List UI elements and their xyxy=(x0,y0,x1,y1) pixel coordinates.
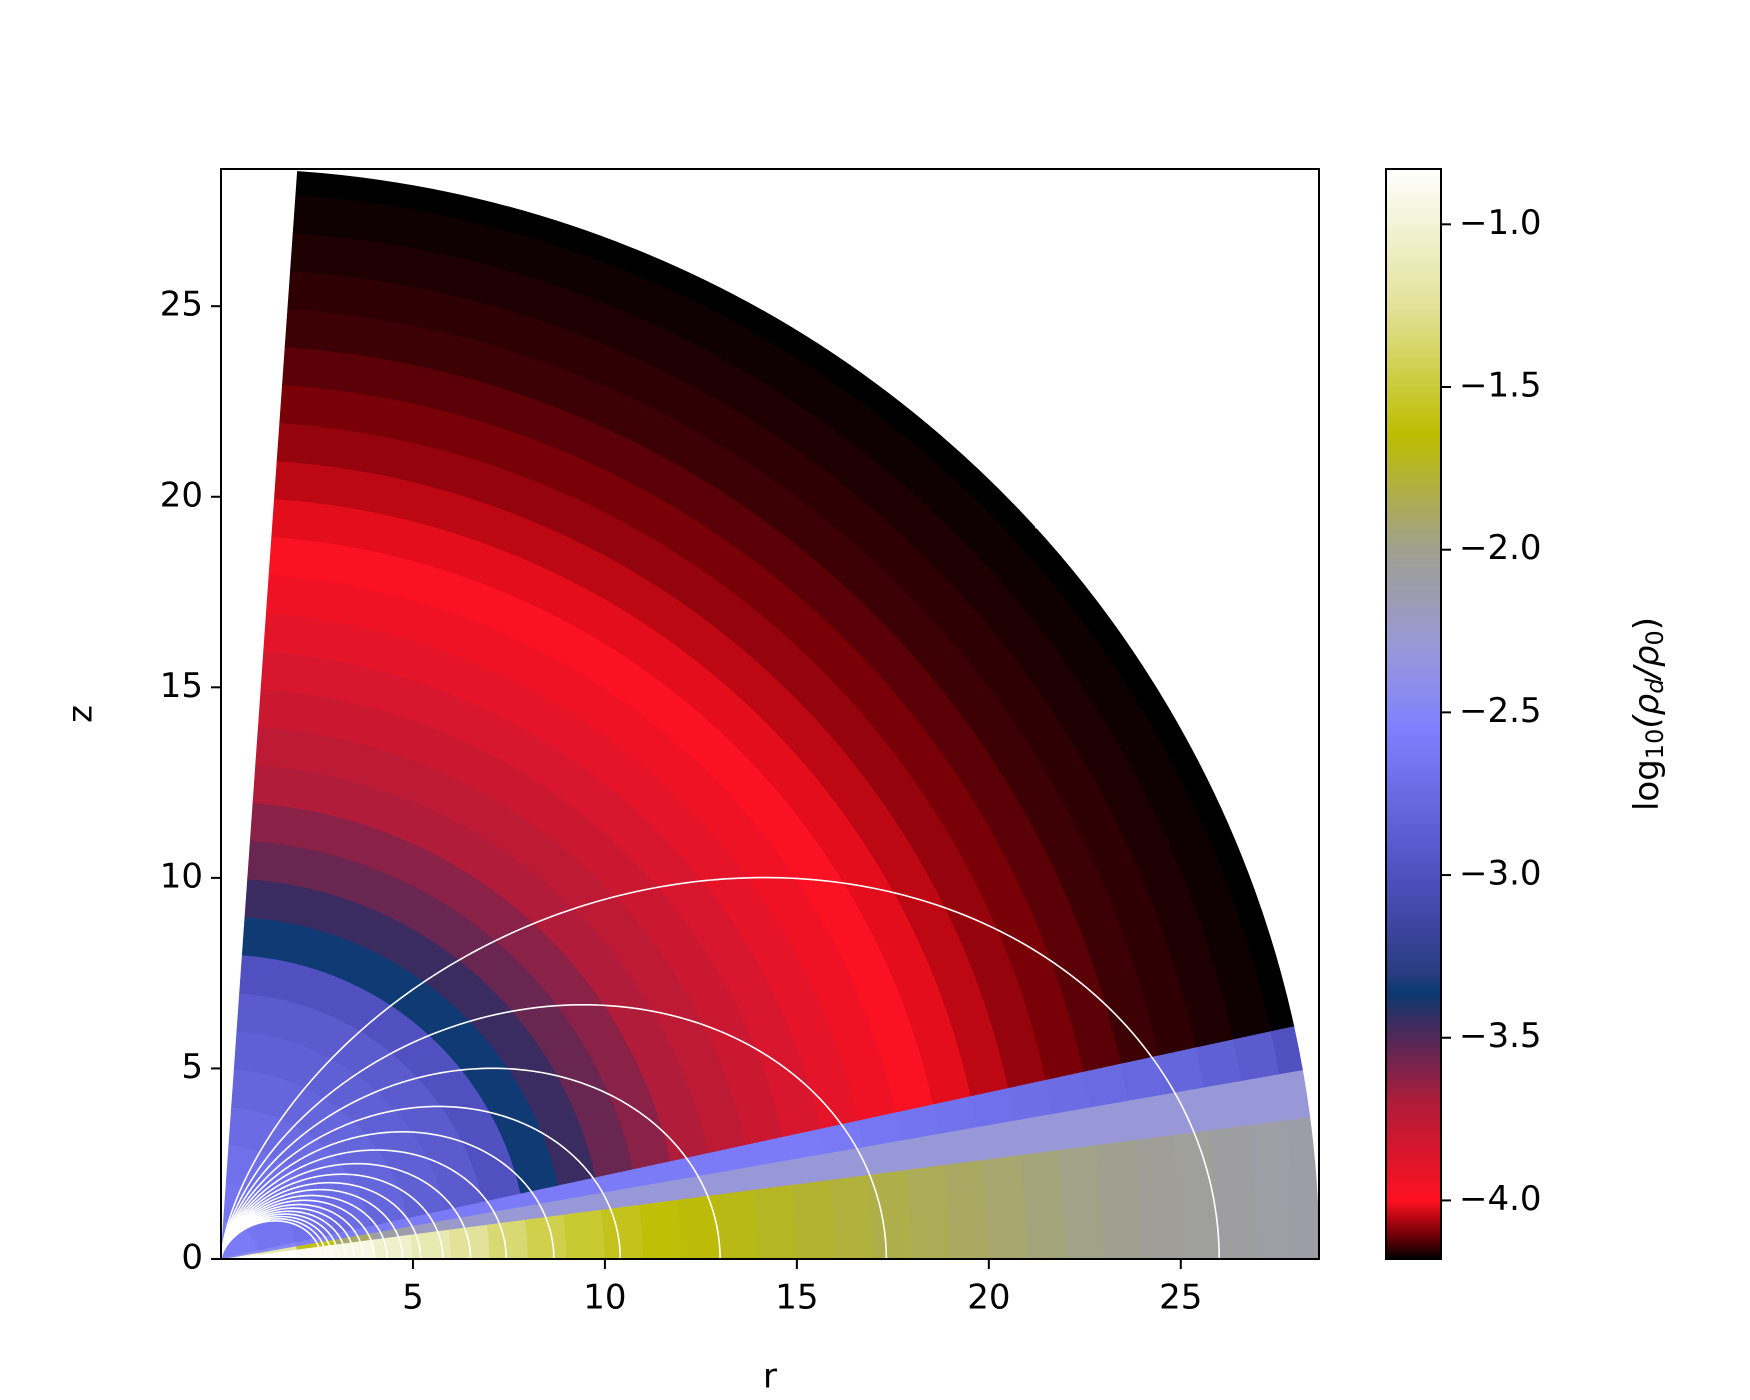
x-tick-label: 5 xyxy=(402,1278,424,1318)
disk-cell xyxy=(1095,1139,1143,1259)
colorbar-tick-label: −3.5 xyxy=(1459,1016,1542,1056)
disk-cell xyxy=(1090,1099,1136,1146)
disk-cell xyxy=(1052,1106,1098,1151)
disk-cell xyxy=(829,1173,875,1259)
disk-cell xyxy=(639,1198,683,1259)
field-line xyxy=(221,1131,555,1259)
colorbar xyxy=(1385,168,1442,1260)
disk-cell xyxy=(1127,1092,1174,1141)
label-part: d xyxy=(1641,678,1669,694)
disk-cell xyxy=(1158,1047,1205,1095)
disk-cell xyxy=(1270,1026,1303,1075)
disk-cell xyxy=(1057,1144,1105,1259)
y-tick-label: 0 xyxy=(181,1238,203,1278)
disk-cell xyxy=(486,1218,529,1259)
colorbar-tick-label: −4.0 xyxy=(1459,1179,1542,1219)
disk-cell xyxy=(677,1193,721,1259)
plot-area xyxy=(221,171,1319,1259)
field-line xyxy=(221,1220,322,1259)
disk-cell xyxy=(905,1163,951,1259)
disk-cell xyxy=(981,1153,1028,1259)
disk-cell xyxy=(563,1208,606,1259)
y-tick-label: 20 xyxy=(160,475,203,515)
x-tick-label: 25 xyxy=(1159,1278,1202,1318)
colorbar-label: log10(ρd/ρ0) xyxy=(1627,617,1670,811)
field-line xyxy=(221,1067,721,1259)
field-line xyxy=(221,876,1220,1259)
disk-cell xyxy=(1019,1148,1067,1259)
disk-cell xyxy=(448,1223,491,1259)
plot-frame xyxy=(220,168,1320,1260)
y-tick-label: 10 xyxy=(160,856,203,896)
field-line xyxy=(221,1105,622,1259)
disk-cell xyxy=(1120,1055,1167,1101)
disk-cell xyxy=(867,1168,913,1259)
disk-cell xyxy=(943,1158,990,1259)
disk-cell xyxy=(1165,1086,1212,1136)
colorbar-tick-label: −2.5 xyxy=(1459,691,1542,731)
label-part: /ρ xyxy=(1627,645,1667,681)
disk-cell xyxy=(1014,1112,1059,1156)
wind-cell xyxy=(295,171,1295,1033)
colorbar-tick-label: −1.0 xyxy=(1459,203,1542,243)
label-part: (ρ xyxy=(1627,693,1667,728)
disk-cell xyxy=(791,1178,836,1259)
y-tick-label: 25 xyxy=(160,285,203,325)
x-tick-label: 15 xyxy=(775,1278,818,1318)
x-axis-label: r xyxy=(763,1357,777,1397)
disk-cell xyxy=(1203,1079,1250,1131)
label-part: 10 xyxy=(1641,729,1669,760)
disk-cell xyxy=(1083,1063,1129,1108)
label-part: ) xyxy=(1627,617,1667,630)
x-tick-label: 20 xyxy=(967,1278,1010,1318)
disk-cell xyxy=(753,1183,798,1259)
colorbar-tick-label: −2.0 xyxy=(1459,528,1542,568)
colorbar-tick-label: −3.0 xyxy=(1459,854,1542,894)
label-part: 0 xyxy=(1641,630,1669,645)
disk-cell xyxy=(1045,1071,1092,1114)
disk-cell xyxy=(601,1203,644,1259)
y-axis-label: z xyxy=(61,705,101,723)
field-line xyxy=(1035,495,1319,529)
disk-cell xyxy=(524,1213,568,1259)
y-tick-label: 5 xyxy=(181,1047,203,1087)
field-line xyxy=(221,1003,888,1259)
x-tick-label: 10 xyxy=(583,1278,626,1318)
disk-cell xyxy=(715,1188,759,1259)
y-tick-label: 15 xyxy=(160,666,203,706)
colorbar-tick-label: −1.5 xyxy=(1459,366,1542,406)
label-part: log xyxy=(1627,759,1667,811)
disk-cell xyxy=(1241,1073,1288,1126)
